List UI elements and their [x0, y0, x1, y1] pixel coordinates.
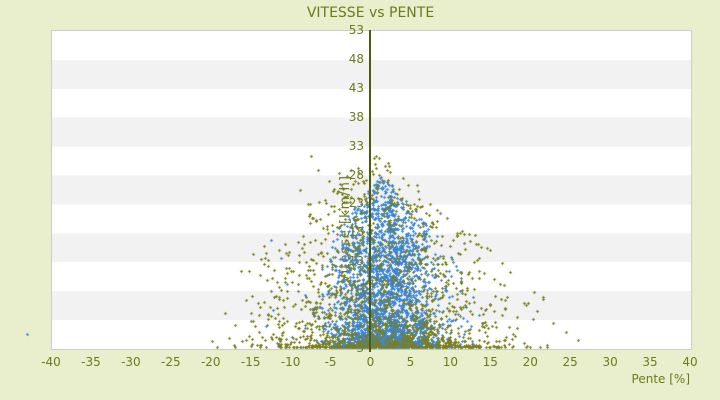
zero-axis-line — [369, 30, 371, 352]
